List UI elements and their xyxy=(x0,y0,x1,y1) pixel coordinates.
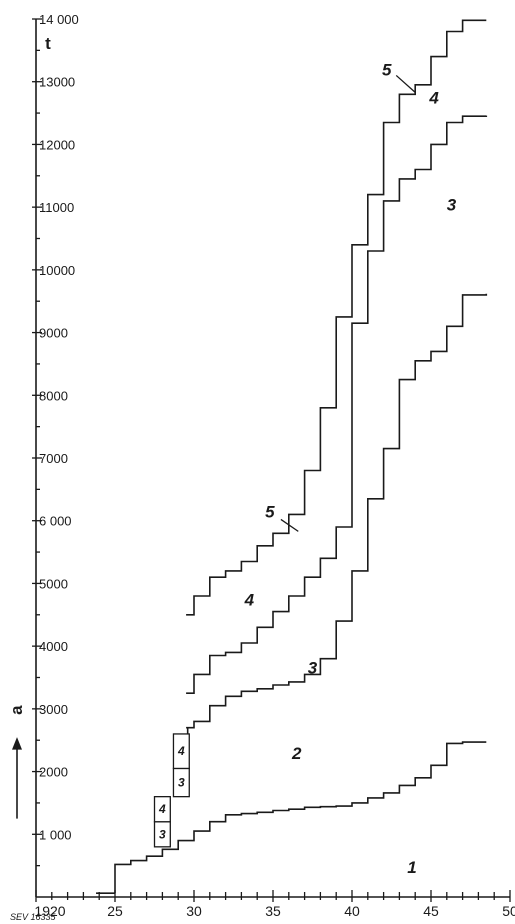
region-label: 3 xyxy=(447,195,457,214)
y-tick-label: 8000 xyxy=(39,388,68,403)
y-tick-label: 9000 xyxy=(39,326,68,341)
region-label: 1 xyxy=(407,858,416,877)
region-label: 5 xyxy=(382,60,392,79)
y-tick-label: 3000 xyxy=(39,702,68,717)
series-layer xyxy=(114,19,488,894)
y-tick-label: 14 000 xyxy=(39,12,79,27)
y-tick-label: 6 000 xyxy=(39,514,72,529)
region-label: 4 xyxy=(244,590,255,609)
region-labels: 1 2 3 3 4 4 5 5 xyxy=(244,60,457,877)
y-tick-label: 4000 xyxy=(39,639,68,654)
y-tick-label: 10000 xyxy=(39,263,75,278)
early-box xyxy=(153,796,171,823)
x-tick-label: 35 xyxy=(265,903,281,919)
region-label: 5 xyxy=(265,503,275,522)
x-tick-label: 40 xyxy=(344,903,360,919)
series-line-3 xyxy=(186,115,488,694)
axes: 1 000 2000 3000 4000 5000 6 000 7000 8000 9000 10… xyxy=(12,12,515,919)
reference-code: SEV 16335 xyxy=(10,912,57,922)
x-tick-label: 1920 xyxy=(34,903,65,919)
y-tick-label: 5000 xyxy=(39,576,68,591)
x-tick-label: 25 xyxy=(107,903,123,919)
y-tick-label: 7000 xyxy=(39,451,68,466)
early-box xyxy=(172,733,190,770)
early-box-label: 4 xyxy=(177,744,185,758)
pointer-line xyxy=(395,74,416,93)
series-line-4 xyxy=(186,19,487,616)
y-tick-label: 12000 xyxy=(39,137,75,152)
region-label: 2 xyxy=(291,744,302,763)
region-label: 3 xyxy=(308,659,318,678)
x-tick-label: 50 xyxy=(502,903,515,919)
y-tick-label: 11000 xyxy=(39,200,74,215)
early-box-label: 3 xyxy=(178,776,185,790)
x-tick-label: 45 xyxy=(423,903,439,919)
series-line-2 xyxy=(186,293,488,729)
series-line-1 xyxy=(114,741,487,894)
pointer-line xyxy=(280,518,299,532)
y-tick-label: 13000 xyxy=(39,75,75,90)
region-label: 4 xyxy=(428,89,439,108)
y-arrow-label: a xyxy=(7,705,26,715)
x-tick-label: 30 xyxy=(186,903,202,919)
y-tick-label: 2000 xyxy=(39,765,68,780)
early-box-label: 4 xyxy=(158,802,166,816)
y-arrow-head xyxy=(12,737,22,750)
y-tick-label: 1 000 xyxy=(39,827,72,842)
early-box-label: 3 xyxy=(159,827,166,841)
y-axis-label: t xyxy=(45,34,51,53)
